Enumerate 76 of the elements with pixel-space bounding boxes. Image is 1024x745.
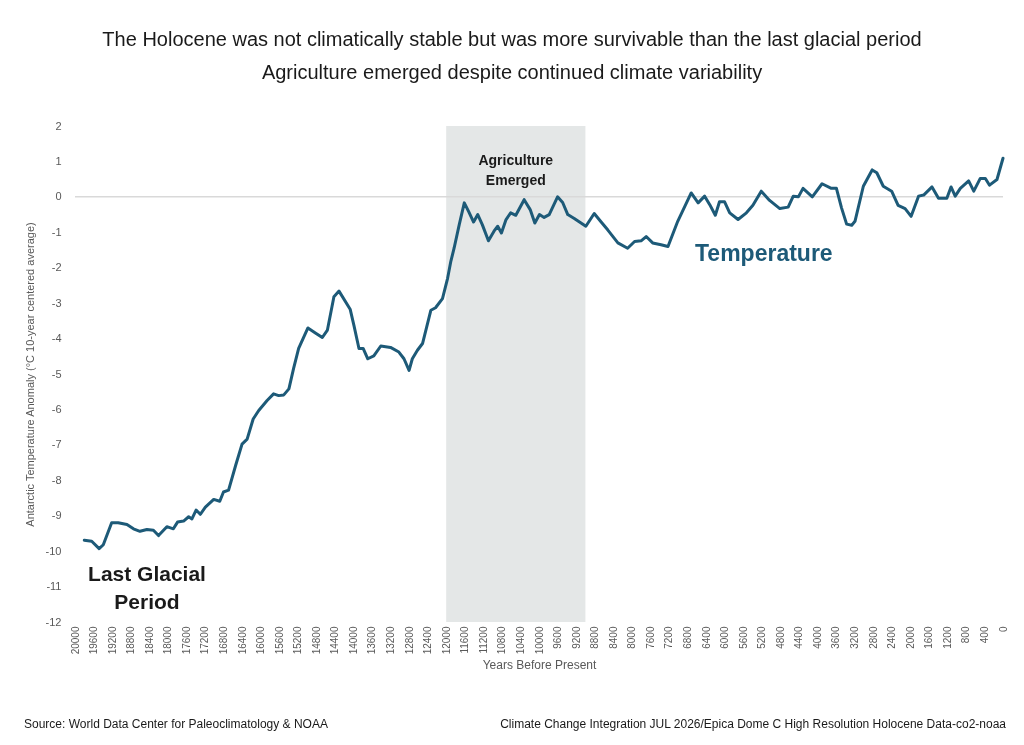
x-tick-label: 18800 <box>125 626 137 655</box>
y-tick-label: 1 <box>55 154 62 167</box>
x-tick-label: 18400 <box>143 626 155 655</box>
x-tick-label: 800 <box>960 626 972 644</box>
band-label: Agriculture Emerged <box>478 152 554 188</box>
x-tick-label: 7200 <box>663 626 675 649</box>
x-tick-label: 3200 <box>849 626 861 649</box>
x-tick-label: 6000 <box>719 626 731 649</box>
x-tick-label: 1200 <box>941 626 953 649</box>
x-tick-label: 4800 <box>774 626 786 649</box>
annotation: Last Glacial Period <box>88 562 206 613</box>
x-tick-label: 12800 <box>403 626 415 655</box>
y-tick-label: -4 <box>51 332 62 345</box>
x-tick-label: 20000 <box>69 626 81 655</box>
x-tick-label: 2000 <box>904 626 916 649</box>
x-tick-label: 14400 <box>329 626 341 655</box>
x-tick-label: 14000 <box>347 626 359 655</box>
source-note: Source: World Data Center for Paleoclimatology & NOAA <box>24 717 328 731</box>
x-tick-label: 3600 <box>830 626 842 649</box>
y-tick-label: -3 <box>51 296 62 309</box>
x-tick-label: 18000 <box>162 626 174 655</box>
y-tick-label: -7 <box>51 438 62 451</box>
text: Climate Change Integration JUL 2026/Epica Dome C High Resolution Holocene Data-co2-noaa <box>500 717 1007 731</box>
y-tick-label: -12 <box>45 615 62 628</box>
x-tick-label: 10400 <box>514 626 526 655</box>
x-tick-label: 11600 <box>459 626 471 654</box>
x-tick-label: 15600 <box>273 626 285 655</box>
chart-title: The Holocene was not climatically stable but was more survivable than the last glacial period <box>102 28 922 50</box>
x-tick-label: 6400 <box>700 626 712 649</box>
chart-subtitle: Agriculture emerged despite continued climate variability <box>261 61 763 83</box>
y-tick-label: -2 <box>51 261 62 274</box>
x-tick-label: 8000 <box>626 626 638 649</box>
line-series <box>82 156 1005 551</box>
x-tick-label: 2400 <box>886 626 898 649</box>
x-tick-label: 10000 <box>533 626 545 655</box>
x-tick-label: 16400 <box>236 626 248 655</box>
x-tick-label: 16000 <box>255 626 267 655</box>
x-tick-label: 8400 <box>607 626 619 649</box>
x-tick-label: 11200 <box>477 626 489 654</box>
x-tick-label: 19600 <box>88 626 100 655</box>
x-tick-label: 4400 <box>793 626 805 649</box>
x-tick-label: 17600 <box>180 626 192 655</box>
x-tick-label: 17200 <box>199 626 211 655</box>
y-tick-label: -6 <box>51 402 62 415</box>
x-tick-label: 8800 <box>589 626 601 649</box>
x-tick-label: 5600 <box>737 626 749 649</box>
y-axis-title: Antarctic Temperature Anomaly (°C 10-year centered average) <box>23 222 36 527</box>
y-tick-label: -10 <box>45 544 62 557</box>
x-tick-label: 19200 <box>106 626 118 655</box>
y-tick-label: 2 <box>55 119 62 132</box>
x-tick-label: 0 <box>997 626 1009 633</box>
x-tick-label: 4000 <box>811 626 823 649</box>
y-tick-label: 0 <box>55 190 62 203</box>
series-label: Temperature <box>695 240 833 266</box>
x-tick-label: 15200 <box>292 626 304 655</box>
x-tick-label: 16800 <box>217 626 229 655</box>
x-tick-label: 14800 <box>310 626 322 655</box>
x-tick-label: 5200 <box>756 626 768 649</box>
x-tick-label: 1600 <box>923 626 935 649</box>
x-tick-label: 2800 <box>867 626 879 649</box>
y-tick-label: -1 <box>51 225 62 238</box>
x-tick-label: 13600 <box>366 626 378 655</box>
y-tick-label: -8 <box>51 473 62 486</box>
x-tick-label: 6800 <box>681 626 693 649</box>
y-tick-label: -5 <box>51 367 62 380</box>
y-tick-label: -9 <box>51 509 62 522</box>
x-tick-label: 9600 <box>552 626 564 649</box>
x-axis-title: Years Before Present <box>482 658 597 673</box>
x-tick-label: 10800 <box>496 626 508 655</box>
x-tick-label: 13200 <box>385 626 397 655</box>
x-tick-label: 12000 <box>440 626 452 655</box>
x-tick-label: 12400 <box>422 626 434 655</box>
y-tick-label: -11 <box>46 580 62 593</box>
x-tick-label: 9200 <box>570 626 582 649</box>
x-tick-label: 400 <box>978 626 990 644</box>
x-tick-label: 7600 <box>644 626 656 649</box>
